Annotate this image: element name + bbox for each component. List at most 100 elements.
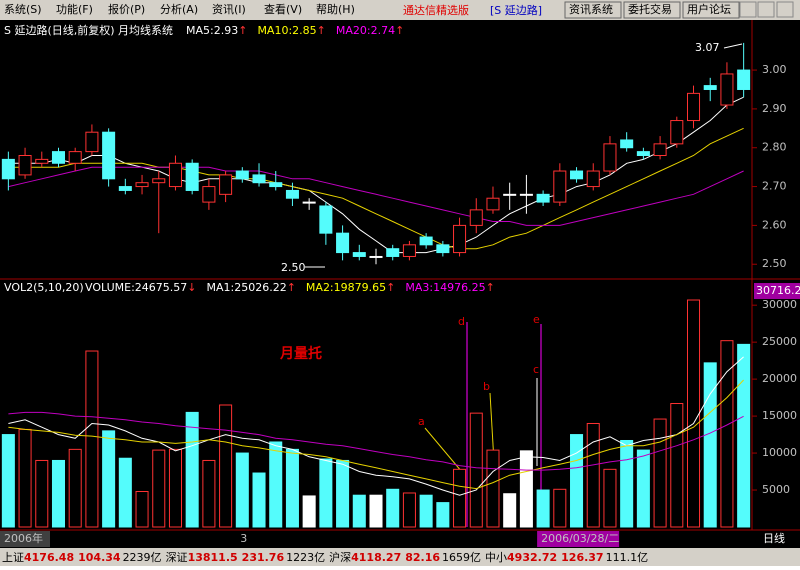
volume-bar [35,459,49,528]
indicator-arrow: ↑ [395,24,404,37]
candle-body [369,255,383,258]
indicator-arrow: ↑ [287,281,296,294]
volume-bar [620,439,634,528]
candle-body [636,151,650,157]
candle-body [252,174,266,184]
toolbar-button-label[interactable]: 委托交易 [628,2,672,16]
indicator-arrow: ↑ [238,24,247,37]
indicator-arrow: ↑ [317,24,326,37]
y-tick-label: 2.80 [762,141,787,154]
annotation: d [458,315,465,328]
candle-body [686,92,701,122]
volume-bar [570,434,584,528]
app-title: 通达信精选版 [403,3,469,17]
candle-body [503,193,517,196]
candle-body [285,189,299,199]
candle-body [469,209,483,226]
maximize-button[interactable] [757,1,775,18]
index-amount: 1659亿 [442,551,481,564]
minimize-button[interactable] [739,1,757,18]
moving-average-line [8,411,744,471]
candle-body [670,120,684,145]
date-highlight [0,531,50,547]
index-amount: 1223亿 [286,551,325,564]
indicator-arrow: ↑ [486,281,495,294]
candle-body [102,131,116,180]
y-tick-label: 20000 [762,372,797,385]
index-name: 上证 [2,551,24,564]
menu-item[interactable]: 功能(F) [56,2,93,16]
toolbar-button[interactable] [682,1,740,19]
volume-bar [352,494,366,528]
volume-bar [285,448,299,528]
index-quote: 上证4176.48 104.34 2239亿 [2,551,162,564]
volume-bar [319,458,333,528]
candle-body [653,143,667,157]
volume-bar [653,418,667,528]
candle-body [603,143,617,172]
volume-bar [603,468,617,528]
annotation: 3.07 [695,41,720,54]
indicator-label: MA1:25026.22 [206,281,286,294]
menu-item[interactable]: 帮助(H) [316,2,355,16]
volume-bar [135,491,149,528]
volume-bar [269,441,283,528]
index-quote: 沪深4118.27 82.16 1659亿 [329,550,481,564]
cursor-value: 30716.2 [756,284,800,297]
index-name: 沪深 [329,550,351,564]
candle-body [219,174,233,195]
index-amount: 2239亿 [123,551,162,564]
index-name: 深证 [166,551,188,564]
indicator-label: MA10:2.85 [257,24,316,37]
volume-bar [503,493,517,528]
stock-tag: [S 延边路] [490,4,542,17]
moving-average-line [8,127,744,250]
candle-body [185,162,199,191]
toolbar-button[interactable] [564,1,622,19]
annotation-arrow [723,43,743,49]
candle-body [235,170,249,180]
menu-item[interactable]: 系统(S) [4,3,42,16]
close-button[interactable] [776,1,794,18]
toolbar-button[interactable] [623,1,681,19]
volume-bar [118,457,132,528]
candle-body [720,73,734,106]
y-tick-label: 30000 [762,298,797,311]
toolbar-button-label[interactable]: 用户论坛 [687,2,731,16]
candle-body [586,170,600,188]
volume-bar [252,472,266,528]
candle-body [18,155,32,176]
candle-body [319,205,333,234]
volume-bar [152,449,166,528]
y-tick-label: 15000 [762,409,797,422]
volume-bar [419,494,433,528]
x-tick-label: 3 [240,532,247,545]
indicator-legend: MA5:2.93↑ MA10:2.85↑ MA20:2.74↑ [186,24,404,37]
candle-body [68,151,82,164]
index-amount: 111.1亿 [606,551,649,564]
toolbar-button-label[interactable]: 资讯系统 [569,3,613,16]
volume-bar [436,502,450,528]
candle-body [85,131,99,153]
volume-bar [553,488,567,528]
menu-item[interactable]: 分析(A) [160,2,198,16]
menu-item[interactable]: 资讯(I) [212,3,246,16]
moving-average-line [8,379,744,490]
index-change: 104.34 [78,551,121,564]
volume-bar [68,448,82,528]
menu-item[interactable]: 查看(V) [264,2,302,16]
index-value: 13811.5 [188,551,238,564]
menu-item[interactable]: 报价(P) [108,2,145,16]
volume-bar [469,412,483,528]
volume-bar [519,450,533,528]
candle-body [302,201,316,204]
indicator-label: MA5:2.93 [186,24,238,37]
date-highlight [537,531,620,547]
y-tick-label: 2.60 [762,218,787,231]
status-bar [0,548,800,566]
index-quote: 深证13811.5 231.76 1223亿 [166,551,326,564]
x-tick-label: 2006/03/28/二 [541,532,619,545]
index-quote: 中小4932.72 126.37 111.1亿 [485,551,648,564]
y-tick-label: 25000 [762,335,797,348]
